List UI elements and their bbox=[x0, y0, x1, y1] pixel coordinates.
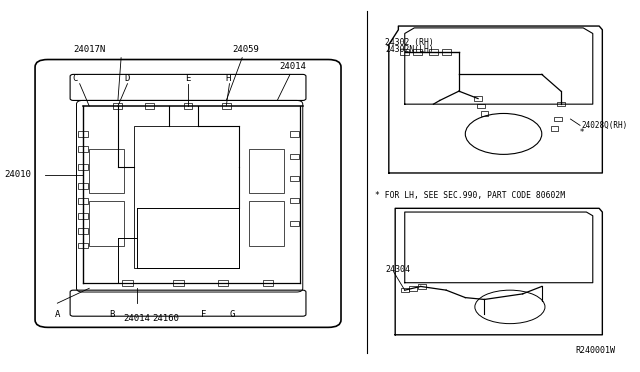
Bar bbox=[262, 280, 273, 286]
Bar bbox=[401, 288, 408, 292]
Bar bbox=[290, 198, 299, 203]
Bar bbox=[78, 198, 88, 204]
Bar bbox=[173, 280, 184, 286]
Text: F: F bbox=[201, 310, 207, 318]
Bar bbox=[218, 280, 228, 286]
Bar bbox=[477, 104, 485, 108]
Text: B: B bbox=[109, 310, 114, 318]
Bar bbox=[145, 103, 154, 109]
Bar bbox=[413, 49, 422, 55]
Bar bbox=[78, 164, 88, 170]
Bar bbox=[78, 228, 88, 234]
Bar bbox=[474, 96, 482, 101]
Text: 24302N(LH): 24302N(LH) bbox=[385, 45, 434, 54]
Bar bbox=[78, 146, 88, 152]
Text: 24302 (RH): 24302 (RH) bbox=[385, 38, 434, 46]
Bar bbox=[554, 117, 561, 121]
Text: H: H bbox=[225, 74, 231, 83]
Bar bbox=[122, 280, 132, 286]
Bar bbox=[78, 213, 88, 219]
Text: *: * bbox=[579, 128, 584, 137]
Bar bbox=[290, 154, 299, 159]
Bar bbox=[78, 131, 88, 137]
Bar bbox=[89, 201, 124, 246]
Bar bbox=[418, 284, 426, 289]
Text: 24160: 24160 bbox=[152, 314, 179, 323]
Text: 24014: 24014 bbox=[124, 314, 150, 323]
Bar bbox=[113, 103, 122, 109]
Bar bbox=[134, 126, 239, 268]
Bar bbox=[222, 103, 231, 109]
Text: E: E bbox=[186, 74, 191, 83]
Bar bbox=[184, 103, 193, 109]
Text: C: C bbox=[72, 74, 78, 83]
Bar bbox=[290, 221, 299, 226]
Bar bbox=[290, 176, 299, 181]
Text: 24028Q(RH): 24028Q(RH) bbox=[581, 121, 628, 130]
Bar bbox=[550, 126, 558, 131]
Bar bbox=[248, 201, 284, 246]
Bar bbox=[78, 183, 88, 189]
Bar bbox=[89, 149, 124, 193]
Bar bbox=[290, 131, 299, 137]
Text: 24059: 24059 bbox=[232, 45, 259, 54]
Text: A: A bbox=[54, 310, 60, 318]
Text: * FOR LH, SEE SEC.990, PART CODE 80602M: * FOR LH, SEE SEC.990, PART CODE 80602M bbox=[375, 191, 565, 200]
Bar bbox=[409, 286, 417, 291]
Text: 24014: 24014 bbox=[280, 62, 307, 71]
Text: 24017N: 24017N bbox=[73, 45, 106, 54]
Text: R240001W: R240001W bbox=[575, 346, 615, 355]
Text: G: G bbox=[230, 310, 236, 318]
Text: 24010: 24010 bbox=[4, 170, 31, 179]
Bar bbox=[557, 102, 564, 106]
Bar bbox=[248, 149, 284, 193]
Bar bbox=[481, 111, 488, 116]
Text: 24304: 24304 bbox=[385, 265, 410, 274]
Bar bbox=[400, 49, 409, 55]
Bar bbox=[442, 49, 451, 55]
Text: D: D bbox=[125, 74, 130, 83]
Bar bbox=[78, 243, 88, 248]
Bar bbox=[429, 49, 438, 55]
